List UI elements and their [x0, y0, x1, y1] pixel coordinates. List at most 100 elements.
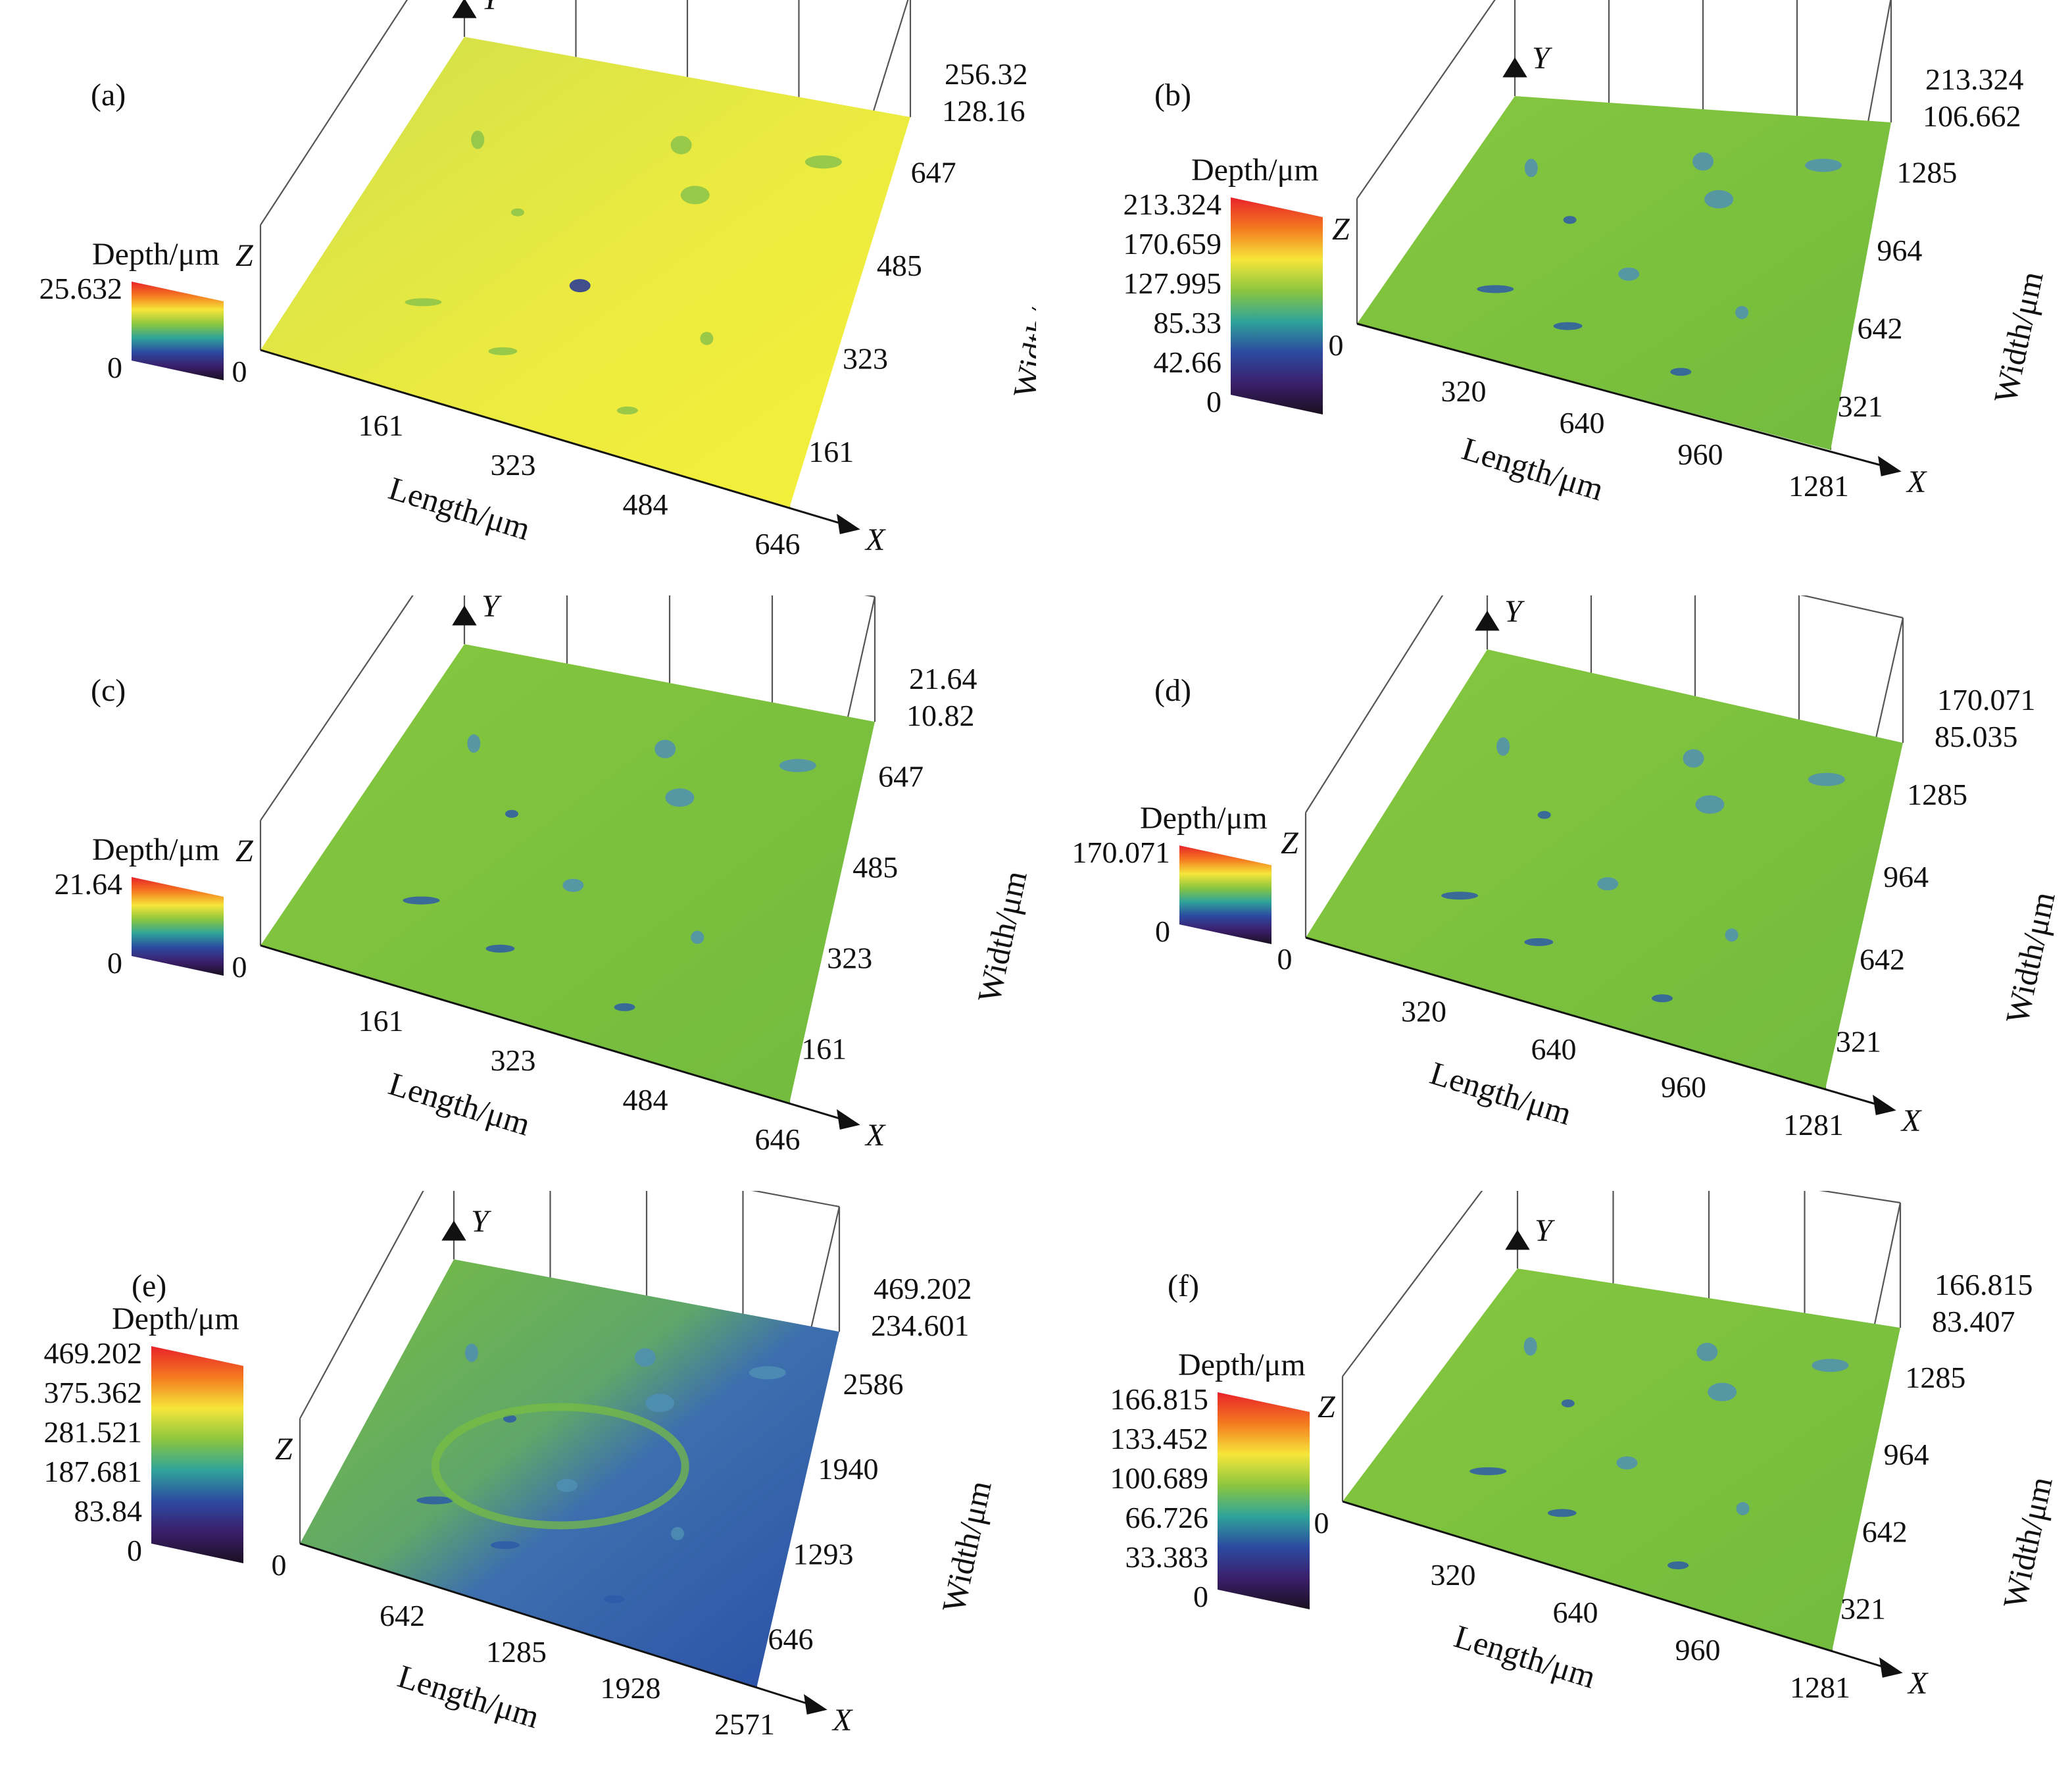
y-arrow-icon	[1475, 611, 1500, 631]
width-axis-label: Width/μm	[1996, 1473, 2060, 1611]
colorbar-tick: 0	[1206, 385, 1221, 418]
width-tick: 2586	[843, 1367, 904, 1401]
width-tick: 647	[911, 156, 956, 189]
z-top-tick: 256.32	[945, 57, 1028, 91]
pit-mark	[1616, 1456, 1638, 1470]
panel-tag: (e)	[132, 1269, 166, 1303]
axes	[260, 605, 860, 1130]
axes	[1305, 611, 1896, 1115]
pits-layer	[403, 734, 816, 1011]
pit-mark	[503, 1415, 517, 1423]
y-arrow-icon	[1502, 57, 1527, 78]
pit-mark	[1477, 285, 1514, 293]
length-tick: 0	[232, 355, 247, 388]
axes	[299, 1221, 827, 1715]
pit-mark	[1524, 159, 1538, 178]
z-top-tick: 469.202	[874, 1272, 972, 1305]
z-top-tick: 166.815	[1935, 1268, 2033, 1301]
pit-mark	[1553, 322, 1583, 330]
z-top-tick: 21.64	[909, 662, 977, 695]
colorbar-title: Depth/μm	[1178, 1347, 1306, 1382]
pit-mark	[779, 759, 816, 772]
x-arrow-icon	[1872, 1094, 1896, 1115]
x-axis-letter: X	[1906, 465, 1927, 499]
length-tick: 161	[358, 1004, 404, 1038]
pit-mark	[670, 136, 692, 155]
colorbar-title: Depth/μm	[92, 832, 220, 867]
x-arrow-icon	[836, 513, 860, 534]
colorbar	[151, 1346, 243, 1563]
length-tick: 0	[1277, 942, 1293, 976]
y-arrow-icon	[452, 605, 477, 626]
colorbar-tick: 85.33	[1154, 306, 1222, 340]
x-axis-letter: X	[864, 1118, 886, 1153]
panel-e-plot: X Y Z 0 642 1285 1928 2571 Length/μm 2586 1940 1293…	[44, 1191, 999, 1741]
length-tick: 0	[232, 950, 247, 984]
x-arrow-icon	[803, 1694, 827, 1715]
z-top-tick: 128.16	[942, 94, 1025, 128]
colorbar-tick: 187.681	[44, 1455, 143, 1488]
width-axis-label: Width/μm	[1006, 263, 1036, 401]
colorbar-tick: 66.726	[1125, 1501, 1209, 1534]
axes	[1356, 57, 1902, 476]
width-tick: 485	[877, 249, 922, 282]
pit-mark	[464, 1344, 478, 1363]
length-tick: 323	[491, 1044, 536, 1077]
length-tick: 646	[755, 527, 801, 561]
length-tick: 2571	[714, 1707, 775, 1741]
pit-mark	[1652, 994, 1673, 1003]
surface-map	[300, 1259, 839, 1688]
width-tick: 323	[843, 341, 888, 375]
pit-mark	[1808, 772, 1845, 786]
length-tick: 0	[272, 1548, 287, 1582]
panel-tag: (c)	[91, 673, 126, 708]
colorbar-title: Depth/μm	[1140, 801, 1268, 836]
axes	[260, 0, 860, 534]
length-tick: 1928	[601, 1671, 661, 1705]
pit-mark	[1523, 1337, 1537, 1356]
z-top-tick: 106.662	[1923, 99, 2021, 133]
colorbar-tick: 42.66	[1154, 345, 1222, 379]
pits-layer	[405, 130, 842, 415]
width-tick: 964	[1877, 234, 1922, 267]
panel-d: X Y Z 0 320 640 960 1281 Length/μm 1285 964 642 321 1…	[1036, 595, 2072, 1191]
pit-mark	[485, 944, 515, 953]
pit-mark	[1547, 1509, 1577, 1517]
x-axis-letter: X	[864, 522, 886, 557]
panel-e: X Y Z 0 642 1285 1928 2571 Length/μm 2586 1940 1293…	[0, 1191, 1036, 1786]
pit-mark	[1735, 306, 1749, 319]
pit-mark	[1725, 928, 1739, 942]
length-tick: 1285	[486, 1635, 547, 1669]
panel-f-plot: X Y Z 0 320 640 960 1281 Length/μm 1285 964 642 321 1…	[1110, 1191, 2060, 1704]
length-tick: 0	[1314, 1506, 1329, 1540]
colorbar-tick: 127.995	[1123, 266, 1222, 300]
pit-mark	[1692, 152, 1714, 171]
colorbar	[1231, 197, 1323, 415]
pit-mark	[1597, 877, 1619, 891]
surface-map	[260, 37, 910, 508]
x-axis-letter: X	[831, 1703, 853, 1738]
y-arrow-icon	[1505, 1230, 1530, 1250]
colorbar-title: Depth/μm	[92, 237, 220, 272]
panel-b-plot: X Y Z 0 320 640 960 1281 Length/μm 1285 964 642 321 2…	[1123, 0, 2050, 508]
pit-mark	[556, 1478, 578, 1492]
width-tick: 1285	[1896, 156, 1957, 189]
x-axis-letter: X	[1900, 1103, 1922, 1138]
colorbar-tick: 213.324	[1123, 188, 1222, 221]
panel-c: X Y Z 0 161 323 484 646 Length/μm 647 485 323 161 21.…	[0, 595, 1036, 1191]
z-axis-letter: Z	[235, 238, 254, 273]
x-arrow-icon	[1879, 1657, 1903, 1678]
z-axis-letter: Z	[1318, 1390, 1336, 1424]
surface-map	[1306, 649, 1903, 1089]
colorbar-title: Depth/μm	[112, 1301, 239, 1336]
colorbar-gradient	[1218, 1392, 1310, 1609]
pits-layer	[416, 1344, 786, 1603]
length-tick: 960	[1675, 1633, 1721, 1667]
colorbar-tick: 281.521	[44, 1415, 143, 1449]
y-axis-letter: Y	[1504, 595, 1525, 629]
length-tick: 161	[358, 409, 404, 442]
pit-mark	[1812, 1359, 1849, 1372]
width-axis-label: Width/μm	[935, 1477, 999, 1615]
colorbar-tick: 0	[107, 351, 122, 384]
pit-mark	[562, 878, 584, 892]
